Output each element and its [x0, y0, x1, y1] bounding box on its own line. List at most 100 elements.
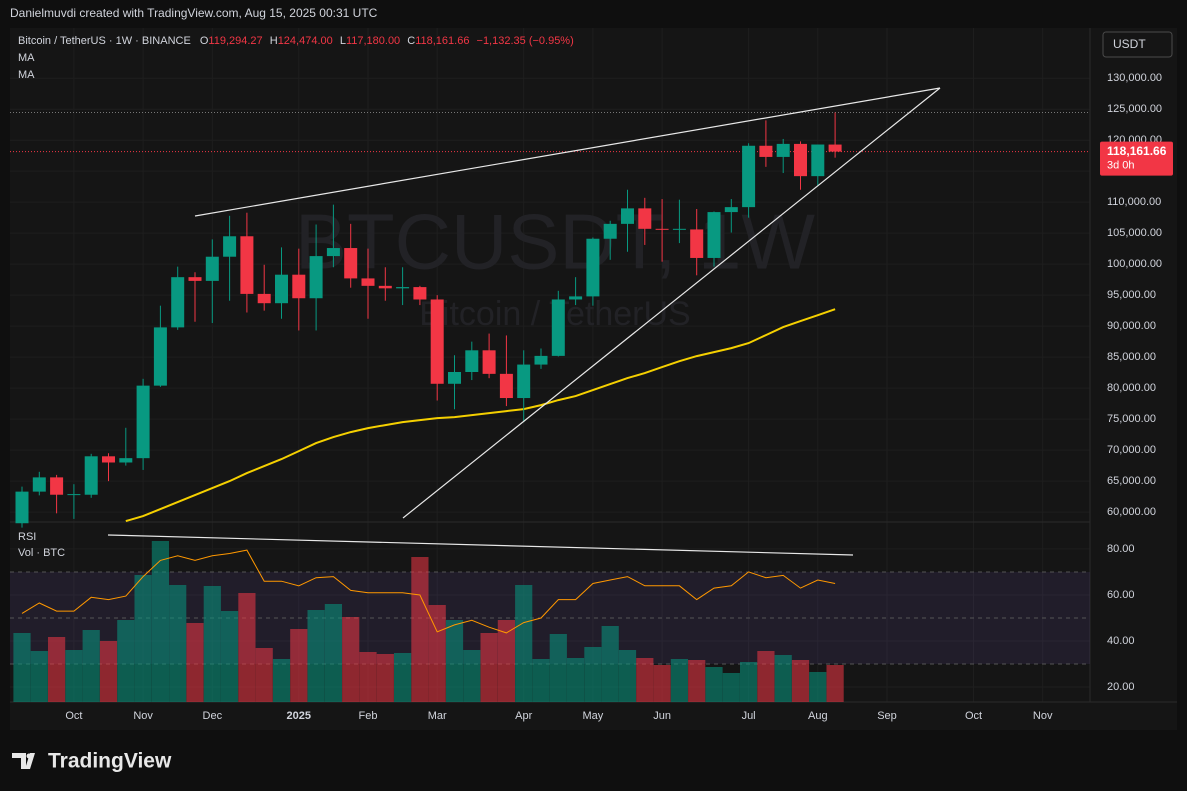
volume-bar	[169, 585, 187, 702]
rsi-line	[21, 549, 836, 634]
candle-body	[223, 236, 237, 257]
y-tick-label: 70,000.00	[1107, 444, 1156, 456]
trendline	[107, 534, 854, 556]
y-tick-label: 80,000.00	[1107, 382, 1156, 394]
symbol-legend: Bitcoin / TetherUS · 1W · BINANCE O119,2…	[18, 35, 574, 47]
y-tick-label: 95,000.00	[1107, 289, 1156, 301]
candle-body	[32, 477, 46, 492]
volume-bar	[342, 617, 360, 702]
logo-dot	[26, 753, 32, 759]
price-label: 118,161.66	[1107, 144, 1167, 158]
volume-bar	[705, 667, 723, 702]
candle-body	[742, 145, 756, 208]
x-tick-label: Jun	[653, 710, 671, 722]
volume-bar	[584, 647, 602, 702]
volume-bar	[740, 662, 758, 702]
volume-bar	[515, 585, 533, 702]
y2-tick-label: 80.00	[1107, 543, 1135, 555]
x-tick-label: Nov	[1033, 710, 1053, 722]
candle-body	[119, 458, 133, 463]
volume-bar	[463, 650, 481, 702]
volume-bar	[13, 633, 31, 702]
volume-bar	[809, 672, 827, 702]
price-label-box	[1100, 141, 1173, 176]
volume-bar	[601, 626, 619, 702]
x-tick-label: Oct	[965, 710, 982, 722]
volume-bar	[30, 651, 48, 702]
x-tick-label: Mar	[428, 710, 447, 722]
candle-body	[707, 212, 721, 258]
candle-body	[344, 248, 358, 279]
candle-body	[794, 143, 807, 177]
volume-bar	[272, 659, 291, 702]
volume-bar	[151, 541, 169, 702]
candle-body	[569, 296, 583, 300]
volume-bar	[791, 660, 810, 702]
y-tick-label: 60,000.00	[1107, 506, 1156, 518]
volume-bar	[567, 658, 585, 702]
volume-bar	[757, 651, 775, 702]
y-tick-label: 90,000.00	[1107, 320, 1156, 332]
volume-bar	[394, 653, 412, 702]
volume-bar	[221, 611, 239, 702]
volume-bar	[134, 575, 152, 702]
volume-bar	[688, 660, 706, 702]
candle-body	[275, 274, 288, 304]
volume-bar	[774, 655, 792, 702]
main-pane	[10, 111, 1090, 528]
volume-bar	[722, 673, 740, 702]
y-tick-label: 110,000.00	[1107, 196, 1161, 208]
candle-body	[482, 350, 496, 374]
volume-bar	[653, 665, 671, 702]
ohlc-value: 124,474.00	[278, 35, 333, 47]
candle-body	[724, 207, 738, 213]
y-tick-label: 100,000.00	[1107, 258, 1162, 270]
ma-line	[125, 308, 836, 523]
y-tick-label: 125,000.00	[1107, 103, 1162, 115]
volume-bar	[65, 650, 83, 702]
ohlc-key: O	[200, 35, 209, 47]
symbol: Bitcoin / TetherUS · 1W · BINANCE	[18, 35, 191, 47]
x-tick-label: Oct	[65, 710, 82, 722]
volume-bar	[48, 637, 66, 702]
ohlc-key: L	[340, 35, 346, 47]
drawings	[107, 87, 941, 556]
candle-body	[430, 299, 444, 384]
x-tick-label: Nov	[133, 710, 153, 722]
y-tick-label: 65,000.00	[1107, 475, 1156, 487]
candle-body	[448, 372, 461, 384]
x-tick-label: Apr	[515, 710, 532, 722]
change: −1,132.35 (−0.95%)	[477, 35, 574, 47]
x-tick-label: Sep	[877, 710, 897, 722]
candle-body	[240, 236, 254, 294]
currency-button[interactable]	[1102, 31, 1173, 58]
volume-bar	[376, 654, 394, 702]
candle-body	[171, 277, 185, 328]
volume-bar	[307, 610, 325, 702]
credit: Danielmuvdi created with TradingView.com…	[10, 6, 378, 20]
trendline	[402, 87, 941, 519]
candle-body	[499, 373, 513, 399]
volume-bar	[549, 634, 567, 702]
candle-body	[292, 274, 306, 299]
candle-body	[759, 145, 773, 157]
volume-bar	[480, 633, 498, 702]
volume-bar	[82, 630, 100, 702]
candle-body	[655, 228, 669, 230]
currency[interactable]: USDT	[1113, 37, 1146, 51]
x-tick-label: Dec	[203, 710, 223, 722]
candle-body	[621, 208, 634, 224]
candle-body	[517, 364, 531, 399]
volume-bar	[238, 593, 256, 702]
candle-body	[326, 248, 340, 257]
x-tick-label: Aug	[808, 710, 828, 722]
candle-body	[551, 299, 565, 356]
indicator-legend: MA	[18, 69, 35, 81]
candle-body	[672, 228, 686, 230]
volume-bar	[636, 658, 654, 702]
candle-body	[102, 456, 115, 463]
y-tick-label: 130,000.00	[1107, 72, 1162, 84]
candle-body	[257, 293, 271, 304]
candle-body	[586, 238, 600, 297]
